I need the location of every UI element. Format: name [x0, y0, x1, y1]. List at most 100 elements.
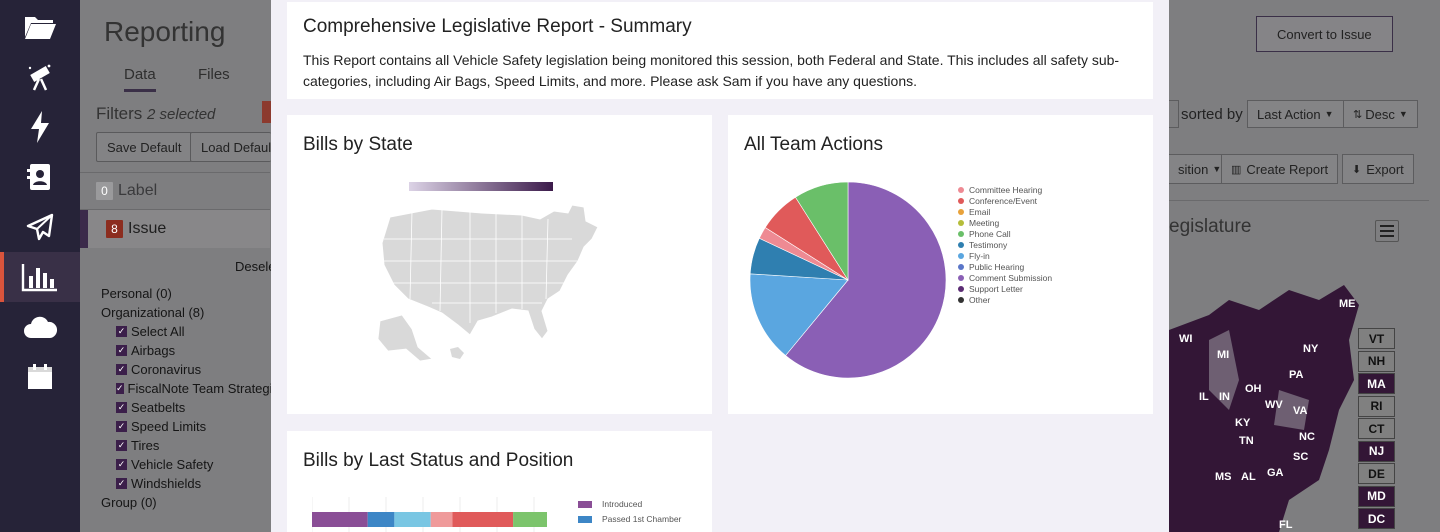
status-bar-segment-1[interactable]	[312, 512, 368, 527]
legend-item-conference-event[interactable]: Conference/Event	[958, 196, 1037, 206]
status-bar-segment-6[interactable]	[513, 512, 547, 527]
legend-label: Passed 1st Chamber	[602, 514, 682, 524]
hawaii-shape[interactable]	[450, 347, 464, 359]
tree-item-seatbelts[interactable]: ✓ Seatbelts	[116, 400, 185, 415]
tree-organizational[interactable]: Organizational (8)	[101, 305, 205, 320]
load-default-button[interactable]: Load Default	[190, 132, 271, 162]
state-box-nh[interactable]: NH	[1358, 350, 1395, 372]
sort-field-dropdown[interactable]: Last Action ▼	[1247, 100, 1344, 128]
export-label: Export	[1366, 161, 1404, 177]
tree-item-speed-limits[interactable]: ✓ Speed Limits	[116, 419, 206, 434]
map-label-fl: FL	[1279, 519, 1293, 531]
bills-by-state-card: Bills by State	[287, 115, 712, 414]
issue-row[interactable]: 8 Issue	[80, 210, 270, 248]
tree-item-coronavirus[interactable]: ✓ Coronavirus	[116, 362, 201, 377]
deselect-link[interactable]: Desele	[235, 259, 276, 274]
tree-item-label: Coronavirus	[131, 362, 202, 377]
cloud-icon[interactable]	[0, 302, 80, 352]
export-button[interactable]: ⬇ Export	[1342, 154, 1414, 184]
legend-item-email[interactable]: Email	[958, 207, 990, 217]
status-bar-segment-4[interactable]	[430, 512, 453, 527]
tree-item-select-all[interactable]: ✓ Select All	[116, 324, 184, 339]
legend-item-introduced[interactable]: Introduced	[578, 499, 642, 509]
tree-item-windshields[interactable]: ✓ Windshields	[116, 476, 201, 491]
menu-icon[interactable]	[1375, 220, 1399, 242]
checkbox-checked-icon[interactable]: ✓	[116, 383, 124, 394]
tab-data[interactable]: Data	[124, 66, 156, 92]
tree-item-airbags[interactable]: ✓ Airbags	[116, 343, 175, 358]
filters-selected-count: 2 selected	[147, 106, 216, 123]
checkbox-checked-icon[interactable]: ✓	[116, 326, 127, 337]
tree-personal[interactable]: Personal (0)	[101, 286, 172, 301]
folder-icon[interactable]	[0, 2, 80, 52]
position-dropdown[interactable]: sition ▼	[1169, 154, 1232, 184]
pie-slice-phone-call[interactable]	[795, 181, 849, 282]
status-bar-segment-3[interactable]	[394, 512, 431, 527]
create-report-label: Create Report	[1246, 161, 1329, 177]
checkbox-checked-icon[interactable]: ✓	[116, 402, 127, 413]
legend-dot	[958, 198, 964, 204]
save-default-button[interactable]: Save Default	[96, 132, 193, 162]
legend-item-passed-1st-chamber[interactable]: Passed 1st Chamber	[578, 514, 681, 524]
state-box-nj[interactable]: NJ	[1358, 440, 1395, 462]
legend-item-committee-hearing[interactable]: Committee Hearing	[958, 185, 1042, 195]
download-icon: ⬇	[1352, 163, 1362, 176]
legend-item-comment-submission[interactable]: Comment Submission	[958, 273, 1052, 283]
color-scale-legend	[409, 182, 553, 191]
tree-item-tires[interactable]: ✓ Tires	[116, 438, 159, 453]
legend-item-testimony[interactable]: Testimony	[958, 240, 1007, 250]
sort-order-dropdown[interactable]: ⇅ Desc ▼	[1343, 100, 1418, 128]
legend-item-meeting[interactable]: Meeting	[958, 218, 999, 228]
tree-item-vehicle-safety[interactable]: ✓ Vehicle Safety	[116, 457, 213, 472]
telescope-icon[interactable]	[0, 52, 80, 102]
checkbox-checked-icon[interactable]: ✓	[116, 345, 127, 356]
state-box-ct[interactable]: CT	[1358, 418, 1395, 439]
team-actions-title: All Team Actions	[744, 134, 884, 155]
legend-item-phone-call[interactable]: Phone Call	[958, 229, 1011, 239]
map-states-shape[interactable]	[1169, 285, 1359, 532]
checkbox-checked-icon[interactable]: ✓	[116, 478, 127, 489]
checkbox-checked-icon[interactable]: ✓	[116, 459, 127, 470]
state-box-dc[interactable]: DC	[1358, 508, 1395, 529]
legend-label: Phone Call	[969, 229, 1011, 239]
state-box-ma[interactable]: MA	[1358, 373, 1395, 394]
tab-files[interactable]: Files	[198, 66, 230, 83]
legend-item-public-hearing[interactable]: Public Hearing	[958, 262, 1024, 272]
checkbox-checked-icon[interactable]: ✓	[116, 364, 127, 375]
create-report-button[interactable]: ▥ Create Report	[1221, 154, 1339, 184]
caret-down-icon: ▼	[1212, 164, 1222, 174]
legend-item-fly-in[interactable]: Fly-in	[958, 251, 990, 261]
state-box-ri[interactable]: RI	[1358, 395, 1395, 417]
legend-item-other[interactable]: Other	[958, 295, 990, 305]
state-box-md[interactable]: MD	[1358, 485, 1395, 507]
map-label-va: VA	[1293, 405, 1308, 417]
legend-item-support-letter[interactable]: Support Letter	[958, 284, 1023, 294]
status-bar-segment-2[interactable]	[367, 512, 395, 527]
search-input-edge[interactable]	[1169, 100, 1179, 128]
state-box-de[interactable]: DE	[1358, 463, 1395, 484]
bar-chart-icon: ▥	[1231, 163, 1242, 176]
alaska-shape[interactable]	[377, 314, 433, 362]
status-bar-segment-5[interactable]	[452, 512, 514, 527]
calendar-icon[interactable]	[0, 352, 80, 402]
state-box-vt[interactable]: VT	[1358, 328, 1395, 349]
checkbox-checked-icon[interactable]: ✓	[116, 440, 127, 451]
label-row[interactable]: 0 Label	[80, 172, 270, 210]
legend-label: Public Hearing	[969, 262, 1025, 272]
pie-slice-comment-submission[interactable]	[785, 181, 947, 379]
send-icon[interactable]	[0, 202, 80, 252]
contiguous-us-shape[interactable]	[381, 204, 599, 340]
legend-label: Introduced	[602, 499, 643, 509]
pie-slice-fly-in[interactable]	[749, 273, 849, 356]
legend-dot	[958, 209, 964, 215]
legend-label: Meeting	[969, 218, 1000, 228]
legend-dot	[958, 275, 964, 281]
bar-chart-icon[interactable]	[0, 252, 80, 302]
lightning-icon[interactable]	[0, 102, 80, 152]
convert-to-issue-button[interactable]: Convert to Issue	[1256, 16, 1393, 52]
tree-item-fiscalnote[interactable]: ✓ FiscalNote Team Strategie	[116, 381, 271, 396]
checkbox-checked-icon[interactable]: ✓	[116, 421, 127, 432]
contacts-icon[interactable]	[0, 152, 80, 202]
legend-label: Email	[969, 207, 991, 217]
tree-group[interactable]: Group (0)	[101, 495, 157, 510]
